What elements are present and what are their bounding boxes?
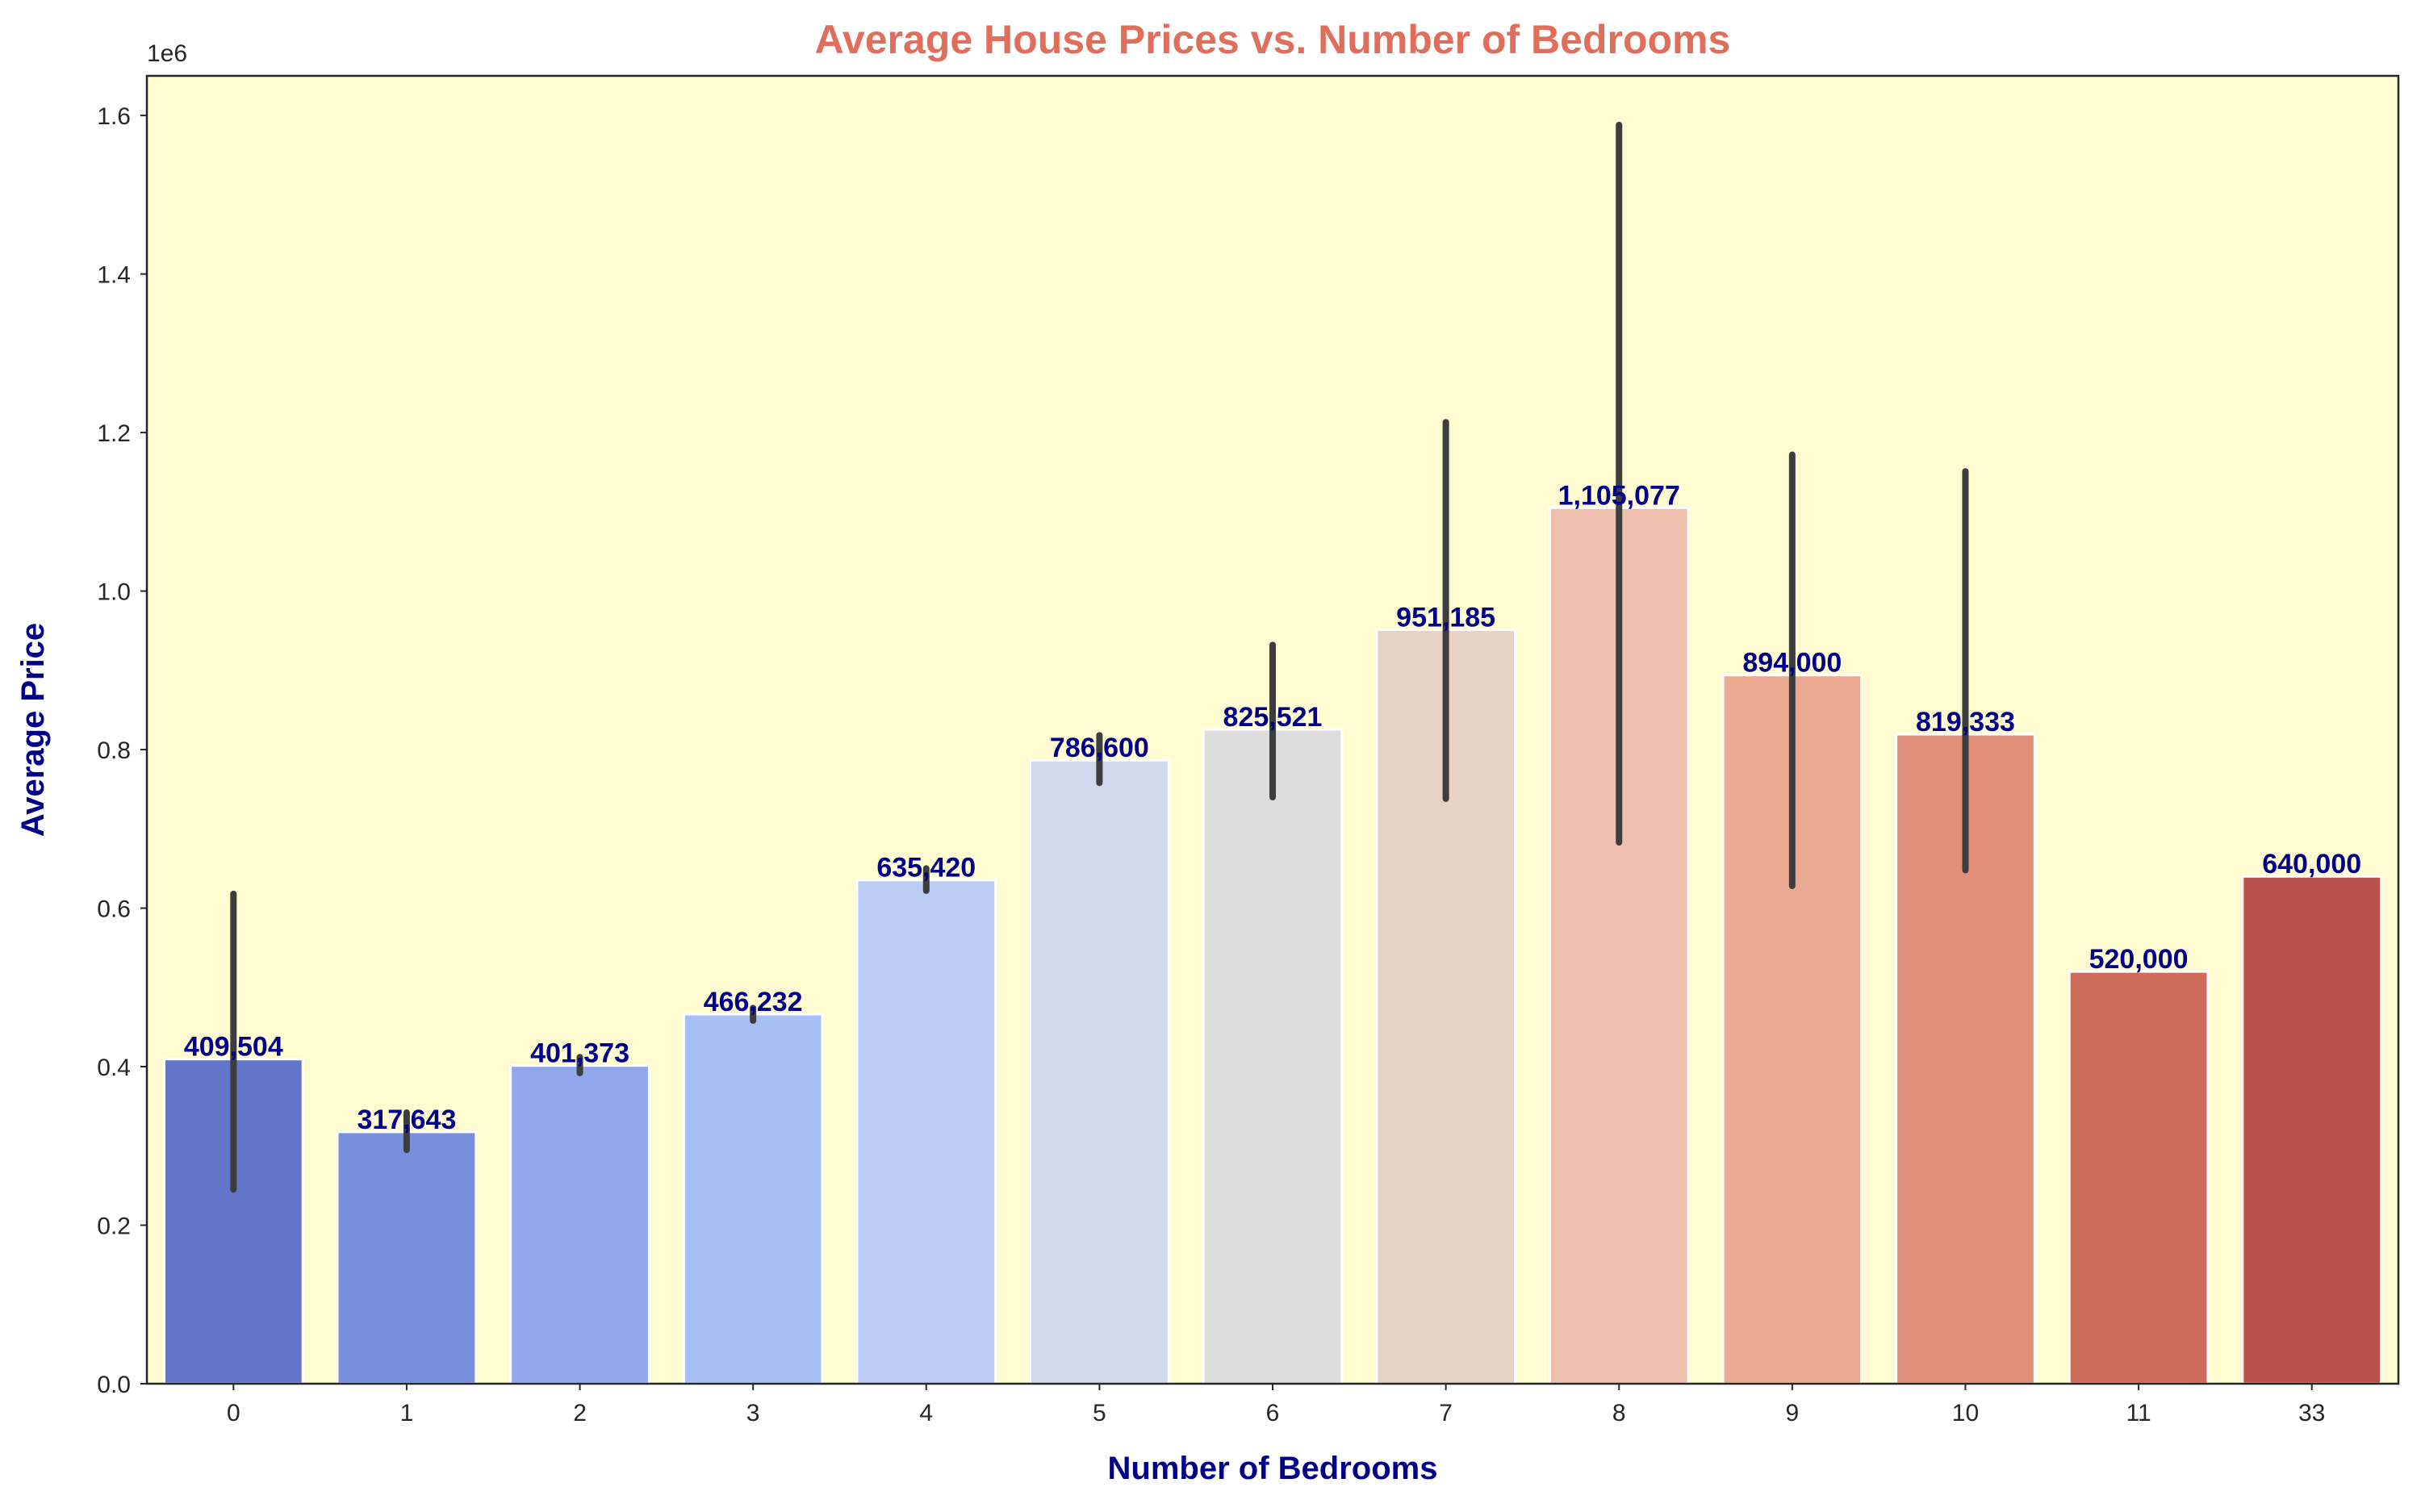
value-label-2: 401,373 xyxy=(530,1038,629,1069)
value-label-11: 520,000 xyxy=(2089,944,2189,975)
x-tick-label-3: 3 xyxy=(746,1400,760,1426)
x-tick-label-2: 2 xyxy=(573,1400,587,1426)
y-offset-label: 1e6 xyxy=(147,40,187,67)
error-bars-group xyxy=(230,121,1969,1193)
chart-title: Average House Prices vs. Number of Bedro… xyxy=(815,17,1731,62)
bar-1 xyxy=(336,1130,478,1385)
x-tick-label-10: 10 xyxy=(1952,1400,1979,1426)
y-tick-label: 1.6 xyxy=(97,103,131,130)
x-tick-label-11: 11 xyxy=(2126,1400,2151,1426)
y-tick-label: 0.4 xyxy=(97,1055,131,1081)
x-axis-title: Number of Bedrooms xyxy=(1108,1451,1438,1486)
value-label-10: 819,333 xyxy=(1916,707,2015,737)
bar-2 xyxy=(509,1064,650,1385)
y-tick-label: 0.6 xyxy=(97,896,131,923)
x-tick-label-8: 8 xyxy=(1612,1400,1626,1426)
x-axis: 0 1 2 3 4 5 6 7 8 9 10 11 33 xyxy=(227,1384,2325,1426)
bar-5 xyxy=(1029,758,1170,1385)
bar-4 xyxy=(855,879,997,1385)
value-label-6: 825,521 xyxy=(1223,702,1323,733)
value-label-0: 409,504 xyxy=(184,1032,283,1063)
x-tick-label-7: 7 xyxy=(1439,1400,1453,1426)
value-label-7: 951,185 xyxy=(1396,603,1495,633)
y-tick-label: 1.4 xyxy=(97,262,131,289)
value-label-9: 894,000 xyxy=(1742,648,1842,679)
y-axis: 0.0 0.2 0.4 0.6 0.8 1.0 1.2 1.4 1.6 xyxy=(97,103,147,1398)
y-tick-label: 1.2 xyxy=(97,420,131,447)
x-tick-label-0: 0 xyxy=(227,1400,240,1426)
x-tick-label-33: 33 xyxy=(2298,1400,2325,1426)
bar-11 xyxy=(2068,970,2210,1385)
x-tick-label-4: 4 xyxy=(919,1400,933,1426)
value-label-4: 635,420 xyxy=(876,853,976,883)
x-tick-label-5: 5 xyxy=(1093,1400,1106,1426)
y-tick-label: 1.0 xyxy=(97,579,131,606)
bar-3 xyxy=(682,1013,824,1385)
y-axis-title: Average Price xyxy=(15,623,51,837)
value-label-5: 786,600 xyxy=(1050,733,1149,763)
x-tick-label-1: 1 xyxy=(400,1400,414,1426)
value-label-3: 466,232 xyxy=(704,987,803,1017)
x-tick-label-9: 9 xyxy=(1786,1400,1800,1426)
value-label-33: 640,000 xyxy=(2262,849,2361,879)
y-tick-label: 0.8 xyxy=(97,737,131,764)
value-label-1: 317,643 xyxy=(357,1105,456,1135)
value-label-8: 1,105,077 xyxy=(1558,480,1680,511)
y-tick-label: 0.2 xyxy=(97,1213,131,1240)
y-tick-label: 0.0 xyxy=(97,1372,131,1398)
value-labels-group: 409,504 317,643 401,373 466,232 635,420 786,6… xyxy=(184,480,2361,1135)
bar-33 xyxy=(2241,875,2383,1385)
bar-6 xyxy=(1202,728,1344,1385)
x-tick-label-6: 6 xyxy=(1266,1400,1280,1426)
